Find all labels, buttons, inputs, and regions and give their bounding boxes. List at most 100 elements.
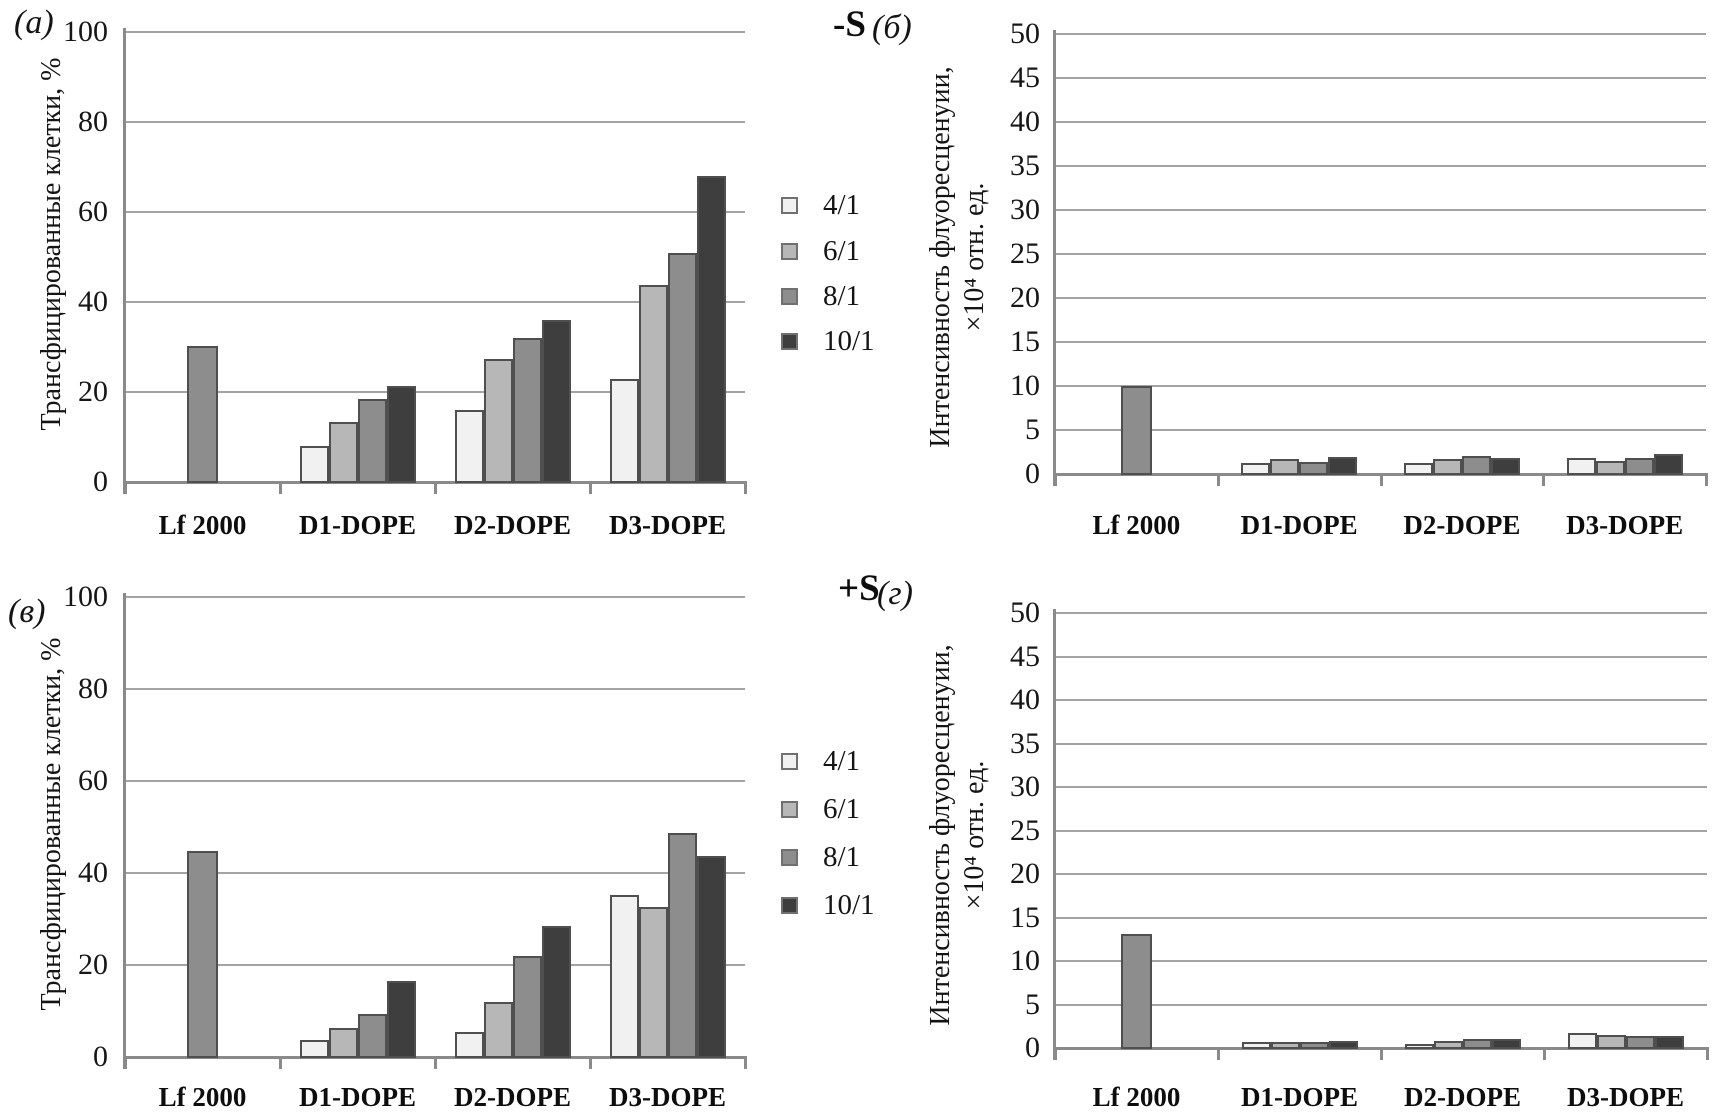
bar-D1-DOPE-10-1	[386, 385, 416, 483]
bar-D2-DOPE-8-1	[512, 338, 542, 483]
bar-D2-DOPE-6-1	[483, 1002, 513, 1058]
y-tick-label: 5	[1025, 987, 1040, 1021]
bar-D3-DOPE-8-1	[667, 252, 697, 483]
bar-D2-DOPE-10-1	[1490, 458, 1520, 475]
x-category-label: D2-DOPE	[1404, 1082, 1521, 1112]
gridline	[125, 121, 745, 123]
x-axis-tick	[1543, 1048, 1546, 1060]
bar-D1-DOPE-10-1	[386, 980, 416, 1058]
x-axis-tick	[279, 482, 282, 494]
x-axis-tick	[1706, 1048, 1709, 1060]
legend-item: 4/1	[781, 744, 860, 778]
gridline	[1055, 33, 1706, 35]
bar-D2-DOPE-10-1	[541, 320, 571, 483]
gridline	[1055, 786, 1707, 788]
bar-D2-DOPE-4-1	[454, 1031, 484, 1058]
gridline	[1055, 1003, 1707, 1006]
gridline	[1055, 429, 1706, 431]
legend-label: 6/1	[823, 792, 861, 825]
x-category-label: D3-DOPE	[609, 1082, 726, 1112]
x-category-label: Lf 2000	[1092, 1082, 1181, 1112]
x-category-label: D1-DOPE	[299, 510, 416, 540]
gridline	[1055, 960, 1707, 962]
x-category-label: Lf 2000	[1092, 510, 1181, 540]
y-axis-line	[1053, 30, 1056, 486]
panel-v-letter: (в)	[8, 593, 46, 630]
bar-D1-DOPE-4-1	[299, 446, 329, 483]
bar-D2-DOPE-4-1	[454, 410, 484, 483]
x-category-label: Lf 2000	[158, 1082, 247, 1112]
y-tick-label: 10	[1010, 369, 1040, 402]
bar-D3-DOPE-10-1	[1654, 1035, 1684, 1049]
gridline	[1055, 341, 1706, 343]
gridline	[125, 964, 745, 966]
legend-label: 4/1	[823, 188, 861, 221]
gridline	[1055, 121, 1706, 123]
legend-swatch-4-1	[781, 196, 798, 214]
gridline	[1055, 165, 1706, 167]
gridline	[125, 872, 745, 874]
y-tick-label: 30	[1010, 770, 1040, 803]
gridline	[1055, 829, 1707, 832]
x-axis-tick	[434, 1057, 437, 1069]
x-axis-tick	[1380, 1048, 1383, 1060]
gridline	[125, 596, 745, 598]
gridline	[1055, 77, 1706, 79]
bar-D1-DOPE-8-1	[357, 1013, 387, 1058]
bar-D1-DOPE-8-1	[1299, 1041, 1329, 1049]
panel-b-letter: (б)	[872, 9, 912, 46]
bar-D3-DOPE-6-1	[1596, 1034, 1626, 1049]
bar-D2-DOPE-4-1	[1404, 1043, 1434, 1049]
y-tick-label: 0	[93, 465, 108, 498]
x-category-label: D2-DOPE	[454, 1082, 571, 1112]
y-tick-label: 40	[78, 856, 108, 889]
gridline	[1055, 655, 1707, 658]
x-category-label: D1-DOPE	[1241, 1082, 1358, 1112]
x-category-label: D3-DOPE	[1567, 1082, 1684, 1112]
legend-label: 8/1	[823, 840, 861, 873]
y-tick-label: 45	[1010, 639, 1040, 673]
gridline	[125, 301, 745, 303]
y-tick-label: 10	[1010, 944, 1040, 977]
legend-swatch-6-1	[781, 242, 798, 260]
y-tick-label: 25	[1010, 237, 1040, 270]
x-axis-tick	[1217, 1048, 1220, 1060]
panel-g-condition-label: +S	[838, 568, 880, 609]
y-tick-label: 15	[1010, 900, 1040, 934]
bar-D2-DOPE-8-1	[1461, 456, 1491, 475]
bar-D2-DOPE-8-1	[1462, 1039, 1492, 1049]
x-category-label: D1-DOPE	[299, 1082, 416, 1112]
x-axis-tick	[589, 482, 592, 494]
bar-D3-DOPE-6-1	[638, 906, 668, 1058]
y-tick-label: 100	[63, 580, 108, 613]
panel-b-condition-label: -S	[833, 4, 866, 45]
y-tick-label: 100	[63, 15, 108, 48]
x-axis-tick	[124, 482, 127, 494]
legend-swatch-8-1	[781, 848, 798, 866]
y-tick-label: 35	[1010, 149, 1040, 182]
bar-D1-DOPE-4-1	[299, 1040, 329, 1058]
y-tick-label: 20	[78, 948, 108, 981]
y-tick-label: 40	[1010, 683, 1040, 716]
x-axis-tick	[744, 1057, 747, 1069]
legend-item: 10/1	[781, 888, 875, 922]
y-tick-label: 20	[78, 375, 108, 408]
bar-D3-DOPE-10-1	[696, 175, 726, 483]
bar-D1-DOPE-8-1	[1299, 461, 1329, 475]
bar-D3-DOPE-4-1	[609, 378, 639, 483]
x-axis-tick	[1054, 474, 1057, 486]
bar-D3-DOPE-10-1	[696, 855, 726, 1058]
bar-D1-DOPE-6-1	[1270, 459, 1300, 475]
legend-item: 8/1	[781, 279, 860, 313]
bar-D3-DOPE-8-1	[667, 833, 697, 1058]
bar-Lf-2000-8-1	[187, 850, 218, 1058]
y-tick-label: 50	[1010, 596, 1040, 629]
bar-D3-DOPE-8-1	[1625, 1035, 1655, 1049]
panel-g-letter: (г)	[877, 575, 913, 612]
gridline	[1055, 385, 1706, 387]
x-axis-tick	[279, 1057, 282, 1069]
y-tick-label: 45	[1010, 61, 1040, 94]
